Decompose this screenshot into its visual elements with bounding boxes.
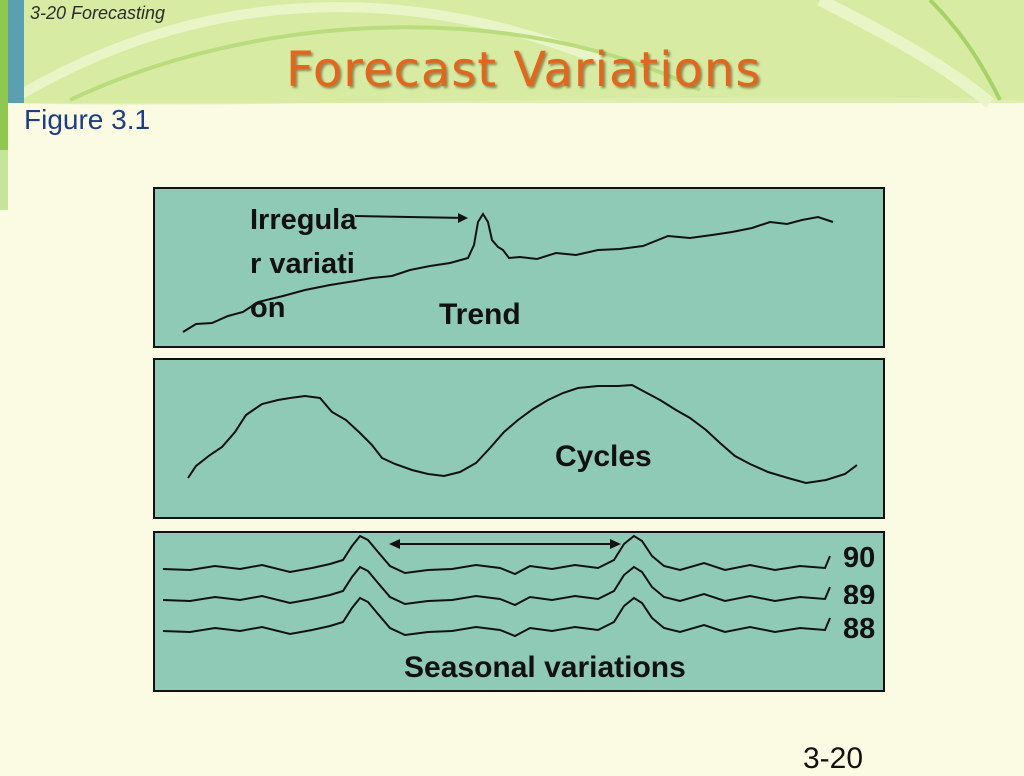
cycles-panel [153, 358, 885, 519]
irregular-variation-label: Irregular variation [250, 204, 357, 324]
header-note: 3-20 Forecasting [30, 3, 166, 23]
slide-number: 3-20 [803, 742, 864, 775]
year-label-88: 88 [843, 613, 876, 645]
figure-label: Figure 3.1 [24, 104, 151, 135]
year-label-89: 89 [843, 580, 876, 604]
seasonal-variations-label: Seasonal variations [404, 651, 686, 684]
year-label-90: 90 [843, 542, 876, 574]
trend-label: Trend [439, 298, 521, 331]
slide-title: Forecast Variations [286, 42, 762, 98]
cycles-label: Cycles [555, 440, 652, 473]
